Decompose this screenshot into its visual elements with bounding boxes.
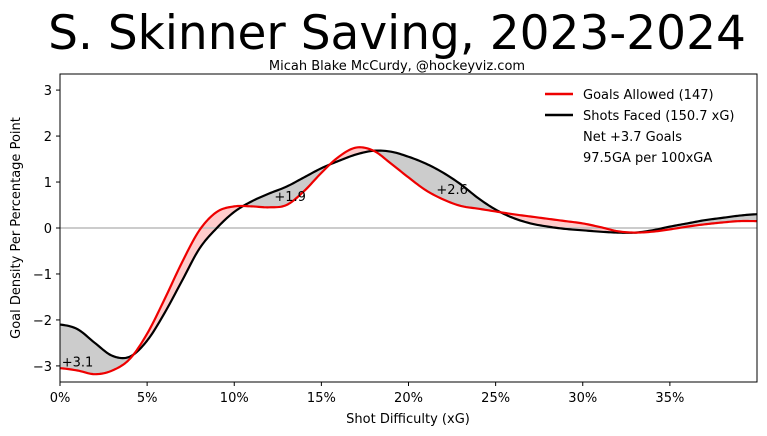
x-tick-label: 35% [655,391,684,406]
y-tick-label: −3 [33,360,52,375]
region-annotation: +2.6 [436,183,468,198]
x-tick-label: 10% [220,391,249,406]
x-tick-label: 5% [137,391,158,406]
series-lines [60,146,757,376]
y-tick-label: −1 [33,268,52,283]
shots-above-fill [60,324,135,375]
legend-note: Net +3.7 Goals [583,130,682,145]
legend-label: Shots Faced (150.7 xG) [583,109,735,124]
legend-label: Goals Allowed (147) [583,88,714,103]
region-annotation: +1.9 [274,190,306,205]
y-axis-label: Goal Density Per Percentage Point [9,117,24,339]
chart-title: S. Skinner Saving, 2023-2024 [48,6,746,61]
x-tick-label: 25% [481,391,510,406]
chart-subtitle: Micah Blake McCurdy, @hockeyviz.com [269,59,525,74]
x-tick-label: 30% [568,391,597,406]
difference-fills [60,147,757,375]
y-tick-label: 3 [44,84,52,99]
x-tick-label: 15% [307,391,336,406]
shots-above-fill [375,150,501,213]
legend-note: 97.5GA per 100xGA [583,151,712,166]
y-tick-label: −2 [33,314,52,329]
annotations: +3.1 +1.9 +2.6 [62,183,468,370]
x-tick-label: 20% [394,391,423,406]
y-tick-label: 0 [44,222,52,237]
x-axis-label: Shot Difficulty (xG) [346,412,470,427]
x-axis-ticks: 0% 5% 10% 15% 20% 25% 30% 35% [50,382,684,406]
region-annotation: +3.1 [62,355,94,370]
y-tick-label: 2 [44,130,52,145]
legend: Goals Allowed (147) Shots Faced (150.7 xG… [545,88,735,166]
shots-faced-line [60,149,757,360]
y-tick-label: 1 [44,176,52,191]
goals-allowed-line [60,146,757,376]
x-tick-label: 0% [50,391,71,406]
y-axis-ticks: −3 −2 −1 0 1 2 3 [33,84,60,375]
